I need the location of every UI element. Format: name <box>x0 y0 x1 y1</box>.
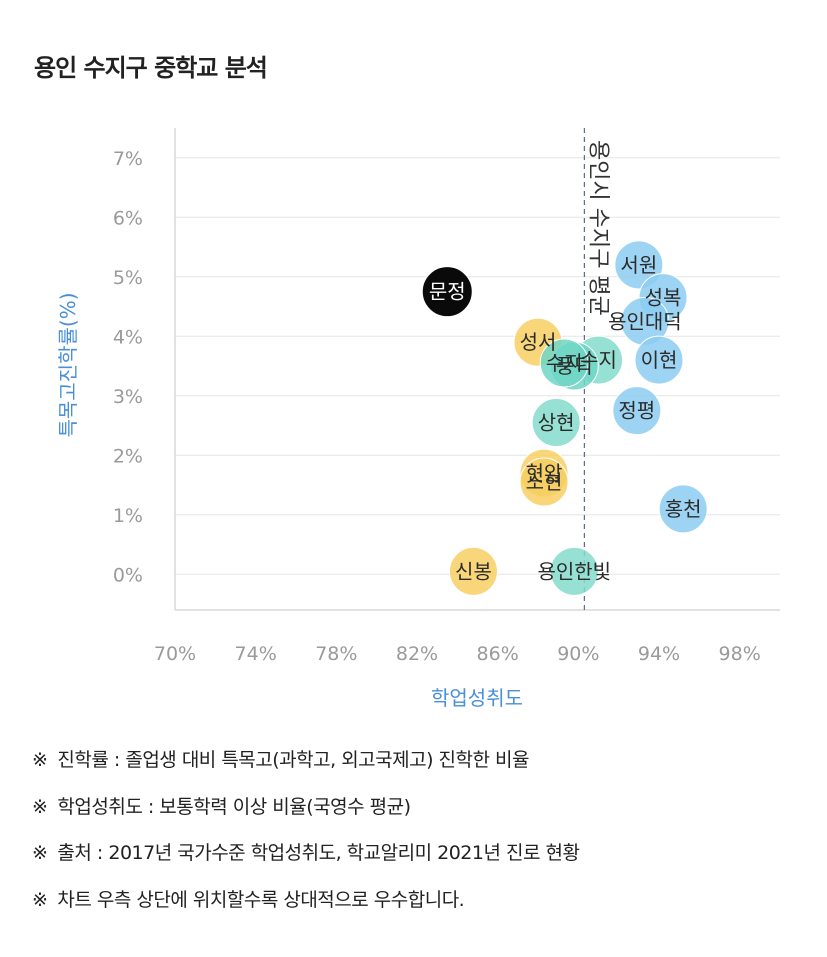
x-tick-label: 94% <box>638 643 680 665</box>
y-axis-title: 특목고진학률(%) <box>56 292 80 437</box>
y-tick-label: 6% <box>113 207 143 229</box>
data-point-label: 상현 <box>538 411 575 435</box>
data-point <box>531 398 581 448</box>
data-point-label: 현암 <box>526 461 563 485</box>
data-point-label: 용인대덕 <box>608 309 682 333</box>
y-tick-label: 5% <box>113 267 143 289</box>
footnote: ※ 차트 우측 상단에 위치할수록 상대적으로 우수합니다. <box>32 888 812 912</box>
data-point <box>612 386 662 436</box>
data-point-label: 문정 <box>429 280 466 304</box>
x-axis-title: 학업성취도 <box>431 686 523 710</box>
footnote: ※ 진학률 : 졸업생 대비 특목고(과학고, 외고국제고) 진학한 비율 <box>32 748 812 772</box>
data-point <box>422 267 472 317</box>
axis-labels: 0% 1% 2% 3% 4% 5% 6% 7% 70% 74% 78% 82% 86% 90% 94% 98%… <box>56 148 761 710</box>
x-tick-label: 78% <box>315 643 357 665</box>
y-tick-label: 0% <box>113 564 143 586</box>
y-tick-label: 2% <box>113 445 143 467</box>
grid-lines <box>175 157 780 575</box>
data-point-label: 용인한빛 <box>537 559 611 583</box>
average-reference-line: 용인시 수지구 평균 <box>583 128 610 610</box>
data-point-label: 신봉 <box>455 559 492 583</box>
scatter-chart: 용인시 수지구 평균 문정서원성복용인대덕이현정평홍천성서수지풍덕수지상현현암소… <box>56 128 780 710</box>
note-mark: ※ <box>32 888 48 911</box>
x-tick-label: 98% <box>719 643 761 665</box>
data-point <box>658 484 708 534</box>
data-point-label: 소현 <box>526 470 563 494</box>
footnote: ※ 학업성취도 : 보통학력 이상 비율(국영수 평균) <box>32 795 812 819</box>
y-tick-label: 3% <box>113 386 143 408</box>
data-point-label: 정평 <box>618 399 655 423</box>
data-point <box>539 338 589 388</box>
note-text: 학업성취도 : 보통학력 이상 비율(국영수 평균) <box>57 795 411 818</box>
data-point-label: 홍천 <box>665 497 702 521</box>
data-point <box>519 457 569 507</box>
y-tick-label: 7% <box>113 148 143 170</box>
data-point-label: 성서 <box>520 330 557 354</box>
data-point-label: 서원 <box>620 253 657 277</box>
data-point-label: 수지 <box>546 351 583 375</box>
data-point <box>634 335 684 385</box>
note-mark: ※ <box>32 842 48 864</box>
y-tick-label: 4% <box>113 326 143 348</box>
note-text: 진학률 : 졸업생 대비 특목고(과학고, 외고국제고) 진학한 비율 <box>57 749 529 771</box>
note-text: 차트 우측 상단에 위치할수록 상대적으로 우수합니다. <box>57 888 465 911</box>
data-point <box>448 546 498 596</box>
average-line-label: 용인시 수지구 평균 <box>585 140 610 316</box>
footnote: ※ 출처 : 2017년 국가수준 학업성취도, 학교알리미 2021년 진로 현… <box>32 841 812 865</box>
note-mark: ※ <box>32 749 48 771</box>
x-tick-label: 86% <box>477 643 519 665</box>
data-point <box>549 546 599 596</box>
chart-title: 용인 수지구 중학교 분석 <box>34 54 268 82</box>
data-point-label: 풍덕 <box>556 354 593 378</box>
data-point-label: 이현 <box>641 348 678 372</box>
data-point-label: 성복 <box>645 286 682 310</box>
note-text: 출처 : 2017년 국가수준 학업성취도, 학교알리미 2021년 진로 현황 <box>57 842 580 864</box>
x-tick-label: 82% <box>396 643 438 665</box>
x-tick-label: 74% <box>235 643 277 665</box>
note-mark: ※ <box>32 795 48 818</box>
footnotes: ※ 진학률 : 졸업생 대비 특목고(과학고, 외고국제고) 진학한 비율 ※ 학업… <box>32 748 812 934</box>
y-tick-label: 1% <box>113 505 143 527</box>
x-tick-label: 90% <box>557 643 599 665</box>
data-point-label: 수지 <box>580 348 617 372</box>
axes <box>174 128 780 611</box>
x-tick-label: 70% <box>154 643 196 665</box>
